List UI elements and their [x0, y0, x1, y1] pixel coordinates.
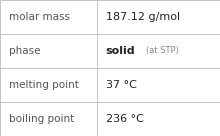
Text: solid: solid [106, 46, 135, 56]
Text: 236 °C: 236 °C [106, 114, 143, 124]
Text: molar mass: molar mass [9, 12, 70, 22]
Text: (at STP): (at STP) [146, 47, 179, 55]
Text: boiling point: boiling point [9, 114, 74, 124]
Text: phase: phase [9, 46, 40, 56]
Text: 37 °C: 37 °C [106, 80, 136, 90]
Text: 187.12 g/mol: 187.12 g/mol [106, 12, 180, 22]
Text: melting point: melting point [9, 80, 79, 90]
